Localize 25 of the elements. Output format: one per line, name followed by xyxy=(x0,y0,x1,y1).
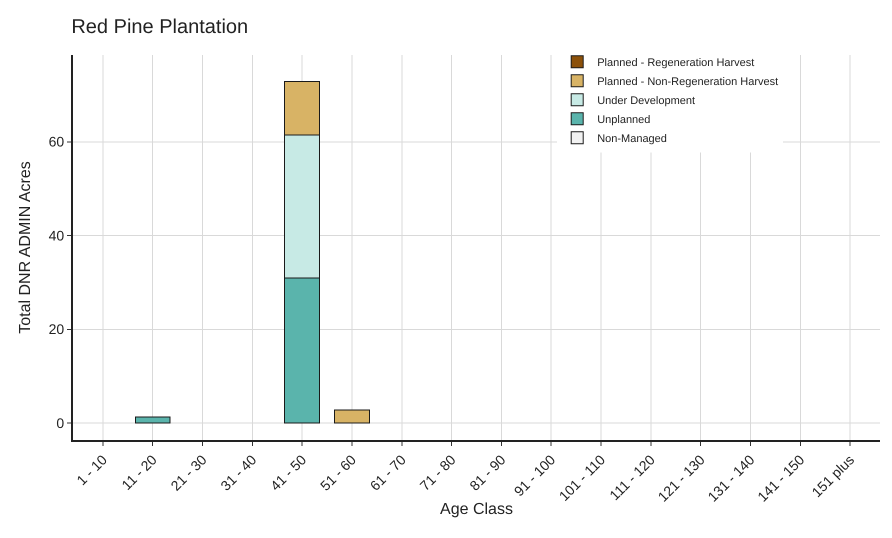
legend-label: Planned - Non-Regeneration Harvest xyxy=(597,76,778,88)
legend-label: Unplanned xyxy=(597,114,650,126)
x-tick-label: 101 - 110 xyxy=(556,451,608,504)
bar xyxy=(334,409,370,424)
legend-label: Under Development xyxy=(597,95,696,108)
x-tick-label: 21 - 30 xyxy=(167,451,210,494)
x-tick-label: 61 - 70 xyxy=(366,451,409,494)
chart-title: Red Pine Plantation xyxy=(71,16,248,38)
x-tick-label: 71 - 80 xyxy=(416,451,459,494)
legend-label: Non-Managed xyxy=(597,133,667,146)
x-tick-label: 81 - 90 xyxy=(466,451,509,494)
bar xyxy=(134,416,171,424)
y-axis-title: Total DNR ADMIN Acres xyxy=(17,161,34,334)
y-tick-label: 20 xyxy=(48,321,64,338)
legend-label: Planned - Regeneration Harvest xyxy=(597,57,754,70)
x-tick-label: 51 - 60 xyxy=(316,451,360,494)
x-axis-title: Age Class xyxy=(440,501,513,518)
x-tick-label: 11 - 20 xyxy=(118,451,160,493)
y-tick-label: 60 xyxy=(48,134,64,150)
x-tick-label: 1 - 10 xyxy=(73,451,110,488)
x-tick-label: 91 - 100 xyxy=(510,451,558,500)
x-tick-label: 41 - 50 xyxy=(267,451,310,494)
y-tick-label: 0 xyxy=(56,415,64,432)
x-tick-label: 31 - 40 xyxy=(217,451,260,494)
y-tick-label: 40 xyxy=(48,227,64,244)
